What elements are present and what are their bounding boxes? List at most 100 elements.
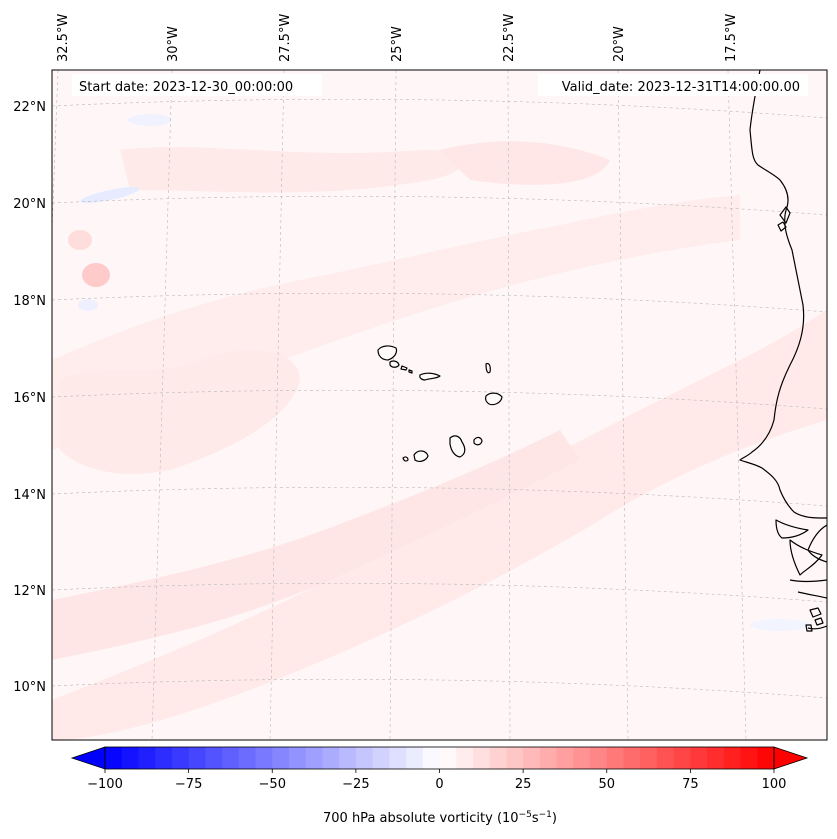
lon-label-32-5w: 32.5°W	[56, 14, 71, 62]
colorbar-segment	[740, 747, 758, 769]
vorticity-min-e	[750, 619, 810, 631]
colorbar-segment	[255, 747, 273, 769]
colorbar-segment	[723, 747, 742, 769]
colorbar-segment	[188, 747, 206, 769]
colorbar-segment	[138, 747, 156, 769]
valid-date-text: Valid_date: 2023-12-31T14:00:00.00	[562, 80, 800, 95]
colorbar-segment	[355, 747, 374, 769]
lat-label-22n: 22°N	[13, 100, 46, 115]
colorbar-segment	[121, 747, 140, 769]
lat-label-20n: 20°N	[13, 197, 46, 212]
colorbar-tick-label: 50	[598, 777, 615, 792]
colorbar-segment	[288, 747, 307, 769]
vorticity-band-lower	[52, 430, 580, 660]
banc-arguin	[777, 206, 791, 232]
colorbar-tick-label: 75	[682, 777, 699, 792]
colorbar-segment	[489, 747, 508, 769]
vorticity-patch-north	[440, 141, 610, 185]
graticule	[52, 70, 827, 740]
colorbar-segment	[506, 747, 524, 769]
colorbar-label: 700 hPa absolute vorticity (10−5s−1)	[323, 810, 557, 826]
lon-label-30w: 30°W	[166, 26, 181, 62]
vorticity-min-nw	[80, 187, 140, 203]
colorbar-segment	[439, 747, 457, 769]
lon-label-17-5w: 17.5°W	[724, 14, 739, 62]
longitude-labels: 32.5°W 30°W 27.5°W 25°W 22.5°W 20°W 17.5…	[56, 14, 739, 62]
colorbar-segment	[523, 747, 541, 769]
lon-label-20w: 20°W	[612, 26, 627, 62]
latitude-labels: 22°N 20°N 18°N 16°N 14°N 12°N 10°N	[13, 100, 46, 695]
colorbar-segment	[272, 747, 290, 769]
colorbar-segment	[623, 747, 641, 769]
island-fogo	[413, 450, 429, 462]
island-santo-antao	[377, 345, 398, 361]
lat-label-16n: 16°N	[13, 391, 46, 406]
lat-label-18n: 18°N	[13, 294, 46, 309]
start-date-box	[72, 74, 322, 96]
lat-label-12n: 12°N	[13, 584, 46, 599]
gambia-coast	[775, 519, 809, 539]
colorbar-segment	[640, 747, 658, 769]
colorbar-segment	[238, 747, 257, 769]
colorbar-arrow-min	[70, 746, 106, 770]
colorbar: −100 −75 −50 −25 0 25 50 75 100 700 hPa absolute…	[70, 746, 809, 826]
lon-label-27-5w: 27.5°W	[278, 14, 293, 62]
vorticity-min-n	[128, 114, 172, 126]
bijagos-islands	[805, 607, 824, 632]
island-sal	[485, 362, 491, 374]
vorticity-band-west	[60, 349, 300, 474]
lon-label-22-5w: 22.5°W	[502, 14, 517, 62]
colorbar-ticks: −100 −75 −50 −25 0 25 50 75 100	[87, 769, 786, 792]
colorbar-segment	[673, 747, 691, 769]
colorbar-segment	[222, 747, 240, 769]
colorbar-segment	[372, 747, 390, 769]
colorbar-arrow-max	[773, 746, 809, 770]
colorbar-segments	[105, 747, 775, 769]
map-panel	[52, 70, 827, 740]
colorbar-segment	[472, 747, 491, 769]
senegal-coast	[789, 539, 823, 576]
vorticity-patch-west2	[68, 230, 92, 250]
colorbar-segment	[456, 747, 474, 769]
colorbar-segment	[606, 747, 625, 769]
colorbar-segment	[406, 747, 424, 769]
colorbar-segment	[573, 747, 591, 769]
valid-date-box	[538, 74, 808, 96]
island-sao-nicolau	[419, 372, 441, 381]
vorticity-max-west	[82, 263, 110, 287]
island-brava	[402, 456, 409, 462]
colorbar-segment	[556, 747, 574, 769]
colorbar-tick-label: 100	[762, 777, 787, 792]
lat-label-14n: 14°N	[13, 488, 46, 503]
lon-label-25w: 25°W	[390, 26, 405, 62]
colorbar-segment	[205, 747, 223, 769]
colorbar-segment	[656, 747, 675, 769]
island-boa-vista	[485, 392, 503, 406]
vorticity-min-w	[78, 299, 98, 311]
island-maio	[473, 436, 483, 446]
start-date-text: Start date: 2023-12-30_00:00:00	[79, 80, 293, 95]
colorbar-tick-label: −50	[259, 777, 286, 792]
colorbar-segment	[305, 747, 324, 769]
colorbar-segment	[105, 747, 123, 769]
colorbar-segment	[690, 747, 708, 769]
vorticity-patch-nw	[120, 147, 463, 193]
lat-label-10n: 10°N	[13, 680, 46, 695]
colorbar-segment	[155, 747, 173, 769]
colorbar-tick-label: 25	[515, 777, 532, 792]
africa-coastline	[739, 70, 827, 519]
colorbar-segment	[322, 747, 340, 769]
colorbar-tick-label: −25	[342, 777, 369, 792]
colorbar-tick-label: 0	[435, 777, 443, 792]
colorbar-segment	[389, 747, 407, 769]
colorbar-segment	[539, 747, 558, 769]
vorticity-band-north	[52, 195, 740, 450]
colorbar-segment	[171, 747, 190, 769]
island-santiago	[449, 435, 466, 458]
colorbar-segment	[590, 747, 608, 769]
map-frame	[51, 69, 828, 741]
colorbar-segment	[422, 747, 441, 769]
island-sao-vicente	[389, 360, 400, 368]
colorbar-tick-label: −75	[175, 777, 202, 792]
